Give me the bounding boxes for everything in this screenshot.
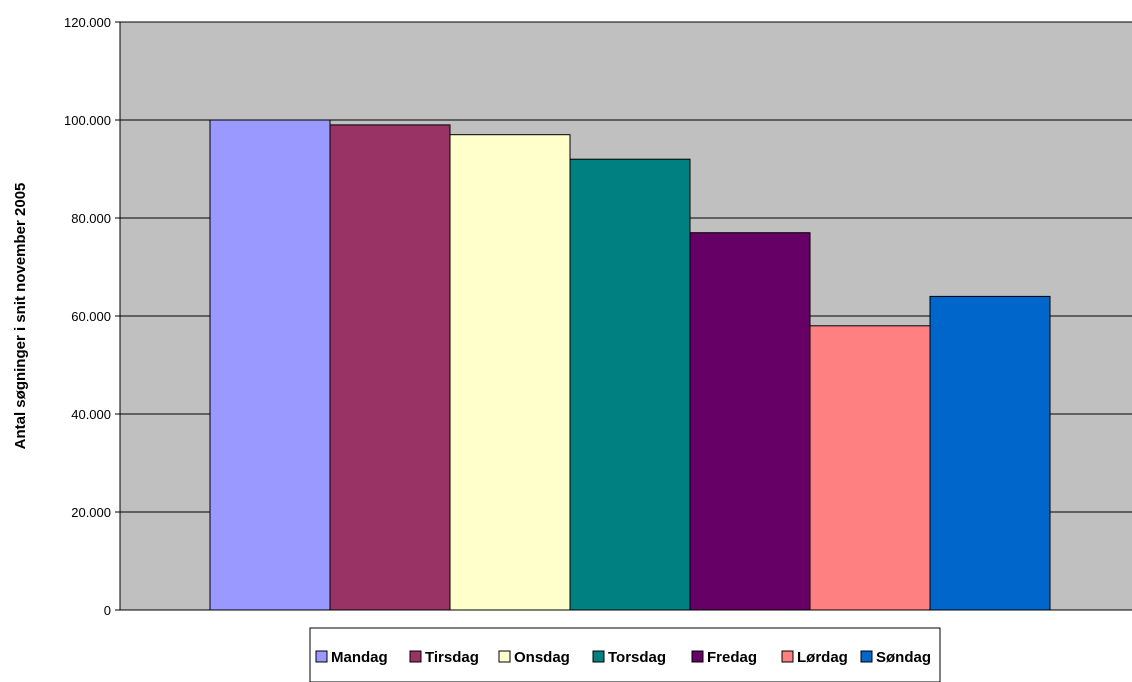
- legend-label: Lørdag: [797, 649, 848, 666]
- legend-swatch: [315, 650, 328, 663]
- y-tick-label: 20.000: [71, 505, 111, 520]
- bar-onsdag: [449, 134, 571, 611]
- legend-swatch: [691, 650, 704, 663]
- bar-fredag: [689, 232, 811, 611]
- y-tick-label: 60.000: [71, 309, 111, 324]
- legend-swatch: [860, 650, 873, 663]
- bar-tirsdag: [329, 124, 451, 611]
- legend: Mandag Tirsdag Onsdag Torsdag Fredag Lørdag Sø…: [309, 627, 941, 682]
- legend-label: Tirsdag: [425, 649, 479, 666]
- legend-label: Mandag: [331, 649, 388, 666]
- y-tick-label: 120.000: [64, 15, 111, 30]
- legend-swatch: [781, 650, 794, 663]
- legend-swatch: [592, 650, 605, 663]
- legend-swatch: [498, 650, 511, 663]
- y-tick-label: 100.000: [64, 113, 111, 128]
- legend-label: Søndag: [876, 649, 931, 666]
- y-axis-ticks: 0 20.000 40.000 60.000 80.000 100.000 120.000: [64, 15, 120, 618]
- y-axis-title: Antal søgninger i snit november 2005: [12, 183, 29, 450]
- bars: [209, 119, 1051, 611]
- legend-swatch: [409, 650, 422, 663]
- legend-items: Mandag Tirsdag Onsdag Torsdag Fredag Lørdag Sø…: [315, 649, 931, 666]
- bar-torsdag: [569, 158, 691, 611]
- y-tick-label: 40.000: [71, 407, 111, 422]
- legend-label: Torsdag: [608, 649, 666, 666]
- y-tick-label: 80.000: [71, 211, 111, 226]
- legend-label: Onsdag: [514, 649, 570, 666]
- bar-lørdag: [809, 325, 931, 611]
- bar-mandag: [209, 119, 331, 611]
- y-tick-label: 0: [104, 603, 111, 618]
- legend-label: Fredag: [707, 649, 757, 666]
- bar-søndag: [929, 295, 1051, 611]
